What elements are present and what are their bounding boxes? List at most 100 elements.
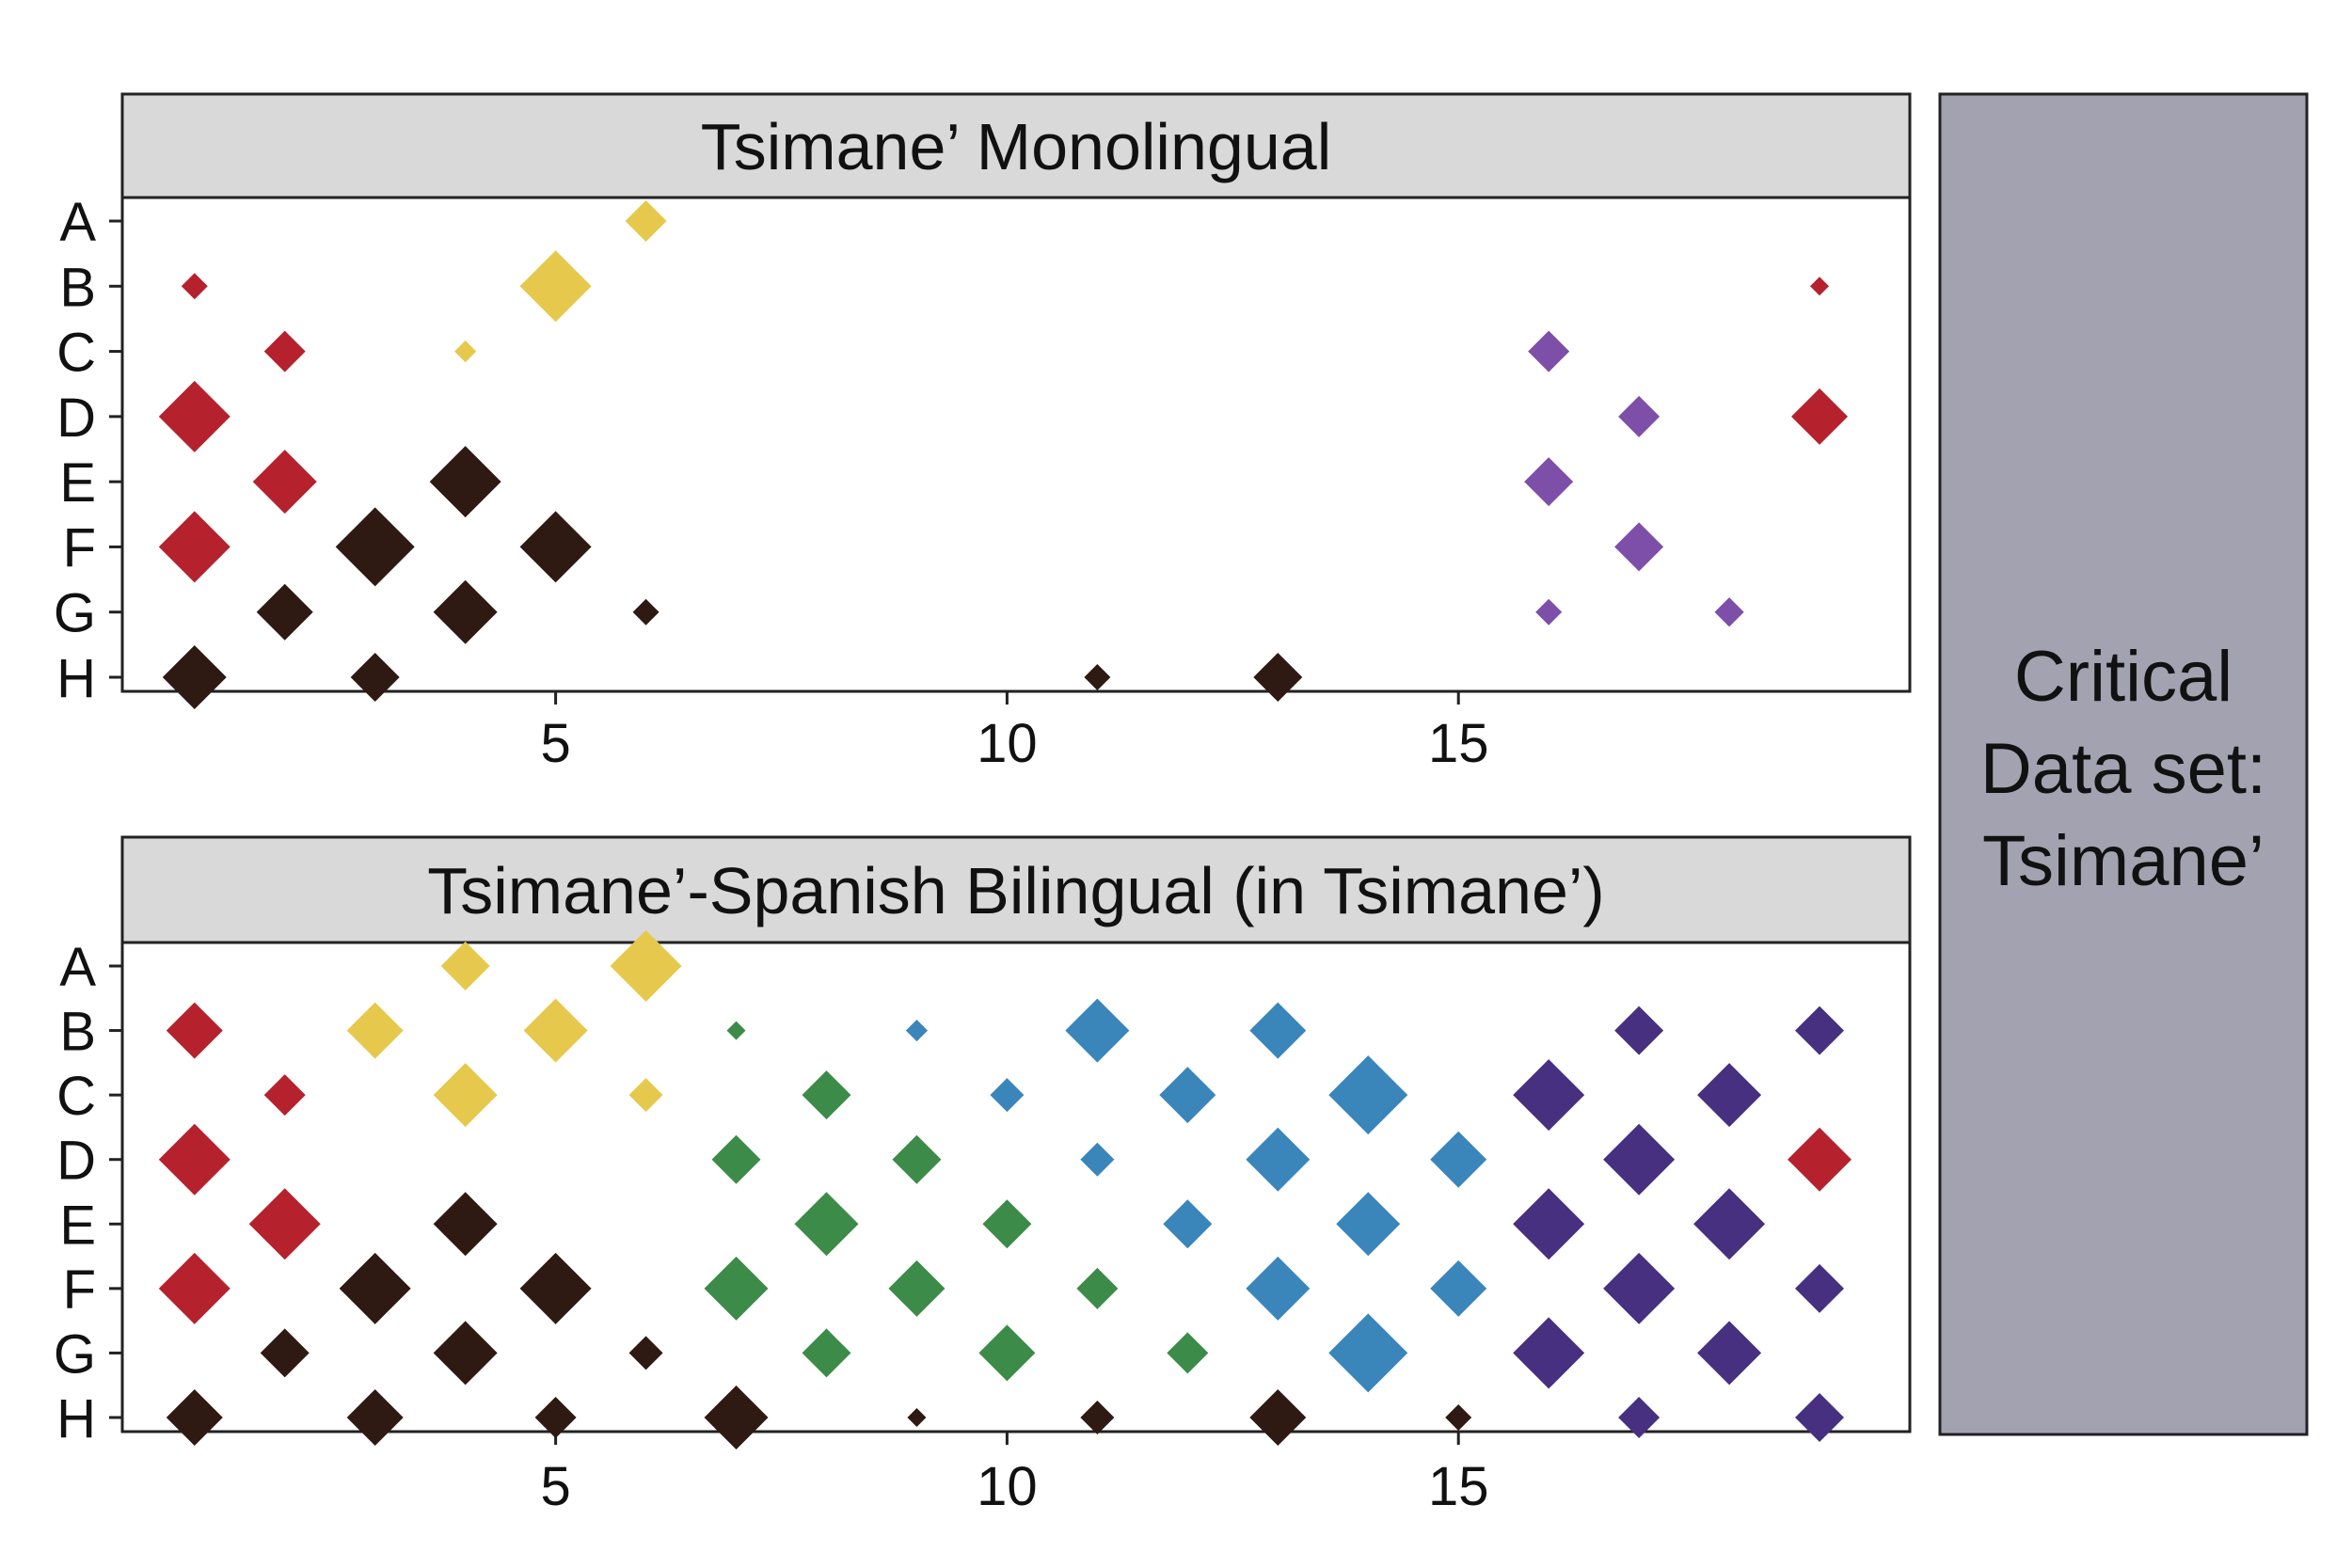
- data-point-green-x8-G: [802, 1328, 851, 1378]
- side-label-line-1: Critical: [2014, 637, 2233, 717]
- data-point-purple-x17-D: [1618, 395, 1661, 437]
- side-panel-critical-data-set: Critical Data set: Tsimane’: [1938, 92, 2309, 1436]
- data-point-blue-x15-D: [1430, 1131, 1487, 1188]
- data-point-green-x11-F: [1076, 1267, 1119, 1309]
- y-tick-label: H: [56, 1388, 96, 1449]
- x-tick-label: 15: [1428, 713, 1489, 774]
- data-point-blue-x14-E: [1336, 1192, 1401, 1257]
- data-point-indigo-x19-F: [1795, 1263, 1845, 1313]
- data-point-black-x4-E: [429, 446, 501, 518]
- data-point-red-x19-B: [1810, 277, 1830, 296]
- data-point-indigo-x18-C: [1697, 1063, 1762, 1128]
- data-point-indigo-x17-B: [1614, 1006, 1664, 1055]
- data-point-red-x2-C: [263, 330, 306, 372]
- data-point-blue-x13-D: [1246, 1127, 1311, 1192]
- data-point-black-x15-H: [1445, 1404, 1472, 1431]
- data-point-black-x2-G: [260, 1328, 310, 1378]
- data-point-purple-x18-G: [1714, 597, 1744, 627]
- data-point-yellow-x4-C: [433, 1063, 498, 1128]
- data-point-black-x11-H: [1080, 1401, 1115, 1434]
- data-point-green-x7-B: [726, 1021, 746, 1040]
- panel-bilingual: Tsimane’-Spanish Bilingual (in Tsimane’)…: [54, 835, 1912, 1517]
- panel-title: Tsimane’-Spanish Bilingual (in Tsimane’): [427, 854, 1605, 927]
- data-point-black-x6-G: [628, 1336, 663, 1370]
- data-point-yellow-x4-A: [440, 942, 490, 990]
- data-point-blue-x13-F: [1246, 1256, 1311, 1321]
- data-point-indigo-x17-D: [1603, 1123, 1676, 1196]
- x-tick-label: 10: [977, 713, 1038, 774]
- y-tick-label: E: [59, 1195, 96, 1256]
- data-point-red-x1-B: [181, 273, 208, 300]
- y-tick-label: E: [59, 452, 96, 514]
- data-point-green-x7-D: [711, 1134, 761, 1184]
- x-tick-label: 5: [540, 1456, 570, 1517]
- y-tick-label: C: [56, 1066, 96, 1127]
- data-point-green-x10-E: [982, 1199, 1032, 1249]
- data-point-black-x13-H: [1253, 653, 1303, 702]
- data-point-red-x2-C: [263, 1074, 306, 1117]
- data-point-blue-x11-B: [1065, 998, 1130, 1063]
- data-point-indigo-x17-F: [1603, 1252, 1676, 1324]
- data-point-red-x19-D: [1788, 1127, 1852, 1192]
- side-panel-background: [1938, 92, 2309, 1436]
- data-point-red-x19-D: [1791, 388, 1849, 445]
- data-point-yellow-x5-B: [519, 250, 592, 323]
- data-point-blue-x12-E: [1163, 1199, 1213, 1249]
- data-point-black-x4-E: [433, 1192, 498, 1257]
- data-point-red-x1-F: [158, 511, 230, 583]
- data-point-black-x5-F: [519, 1252, 592, 1324]
- plot-area: [120, 196, 1912, 693]
- data-point-purple-x16-C: [1528, 330, 1570, 372]
- data-point-blue-x14-C: [1328, 1055, 1408, 1135]
- data-point-blue-x10-C: [990, 1078, 1025, 1113]
- data-point-yellow-x6-C: [628, 1078, 663, 1113]
- data-point-blue-x12-C: [1159, 1067, 1216, 1124]
- y-tick-label: B: [59, 1002, 96, 1063]
- data-point-indigo-x16-C: [1513, 1059, 1585, 1132]
- y-tick-label: D: [56, 1131, 96, 1192]
- data-point-red-x1-F: [158, 1252, 230, 1324]
- data-point-red-x2-E: [252, 450, 317, 515]
- data-point-yellow-x4-C: [454, 340, 477, 363]
- data-point-black-x1-H: [166, 1389, 223, 1446]
- y-tick-label: F: [63, 517, 96, 578]
- panel-strip: [120, 92, 1912, 199]
- side-label-line-3: Tsimane’: [1982, 821, 2265, 901]
- data-point-green-x12-G: [1167, 1332, 1209, 1374]
- y-tick-label: D: [56, 388, 96, 449]
- data-point-black-x4-G: [433, 579, 498, 644]
- data-point-black-x3-H: [350, 653, 400, 702]
- data-point-black-x3-F: [339, 1252, 411, 1324]
- data-point-yellow-x5-B: [523, 998, 588, 1063]
- data-point-black-x1-H: [162, 645, 227, 709]
- data-point-black-x3-F: [335, 507, 415, 587]
- x-tick-label: 10: [977, 1456, 1038, 1517]
- data-point-indigo-x16-E: [1513, 1188, 1585, 1260]
- data-point-black-x4-G: [433, 1321, 498, 1386]
- y-tick-label: G: [54, 583, 96, 644]
- data-point-black-x7-H: [704, 1386, 769, 1449]
- y-tick-label: H: [56, 648, 96, 709]
- data-point-blue-x15-F: [1430, 1259, 1487, 1317]
- data-point-red-x2-E: [248, 1188, 321, 1260]
- data-point-indigo-x19-B: [1795, 1006, 1845, 1055]
- data-point-indigo-x18-E: [1693, 1188, 1766, 1260]
- x-tick-label: 15: [1428, 1456, 1489, 1517]
- y-tick-label: B: [59, 257, 96, 318]
- data-point-yellow-x3-B: [346, 1002, 404, 1059]
- x-tick-label: 5: [540, 713, 570, 774]
- y-tick-label: C: [56, 323, 96, 384]
- data-point-green-x8-E: [794, 1192, 859, 1257]
- y-tick-label: A: [59, 192, 96, 253]
- data-point-blue-x14-G: [1328, 1313, 1408, 1393]
- data-point-indigo-x17-H: [1618, 1397, 1661, 1438]
- y-tick-label: A: [59, 937, 96, 998]
- data-point-indigo-x19-H: [1795, 1393, 1845, 1442]
- y-tick-label: F: [63, 1259, 96, 1321]
- data-point-yellow-x6-A: [625, 200, 667, 242]
- side-label-line-2: Data set:: [1980, 729, 2266, 809]
- data-point-red-x1-D: [158, 380, 230, 452]
- panel-title: Tsimane’ Monolingual: [701, 110, 1332, 183]
- y-tick-label: G: [54, 1323, 96, 1385]
